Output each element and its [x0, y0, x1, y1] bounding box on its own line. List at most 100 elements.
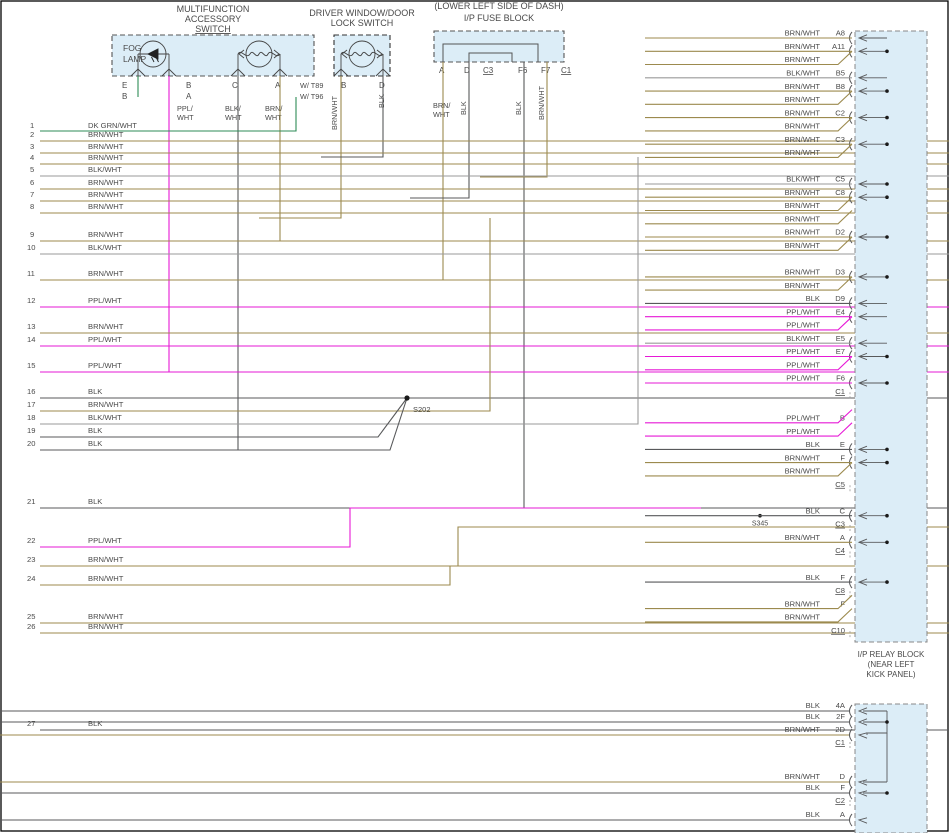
svg-text:BRN/WHT: BRN/WHT: [88, 574, 124, 583]
svg-text:D2: D2: [835, 228, 845, 237]
svg-text:(LOWER LEFT SIDE OF DASH): (LOWER LEFT SIDE OF DASH): [434, 1, 563, 11]
svg-text:B: B: [122, 92, 127, 101]
svg-text:1: 1: [30, 121, 34, 130]
svg-text:10: 10: [27, 243, 35, 252]
svg-text:BRN/WHT: BRN/WHT: [785, 42, 821, 51]
svg-text:B5: B5: [836, 69, 845, 78]
svg-text:FOG: FOG: [123, 43, 141, 53]
svg-text:PPL/WHT: PPL/WHT: [786, 360, 820, 369]
svg-text:PPL/WHT: PPL/WHT: [88, 335, 122, 344]
svg-text:E4: E4: [836, 307, 845, 316]
svg-text:E7: E7: [836, 347, 845, 356]
svg-text:13: 13: [27, 322, 35, 331]
svg-text:I/P FUSE BLOCK: I/P FUSE BLOCK: [464, 13, 534, 23]
svg-text:6: 6: [30, 178, 34, 187]
svg-text:BRN/WHT: BRN/WHT: [88, 190, 124, 199]
svg-text:BLK: BLK: [806, 701, 820, 710]
svg-text:25: 25: [27, 612, 35, 621]
svg-text:(NEAR LEFT: (NEAR LEFT: [868, 660, 915, 669]
svg-text:BRN/WHT: BRN/WHT: [88, 322, 124, 331]
svg-text:2D: 2D: [835, 725, 845, 734]
svg-text:A: A: [186, 92, 192, 101]
svg-text:BRN/: BRN/: [433, 101, 451, 110]
svg-text:D: D: [840, 772, 846, 781]
svg-text:LOCK SWITCH: LOCK SWITCH: [331, 18, 394, 28]
svg-text:S345: S345: [752, 521, 768, 528]
svg-text:BLK: BLK: [459, 101, 468, 115]
svg-text:21: 21: [27, 497, 35, 506]
svg-text:BLK/WHT: BLK/WHT: [786, 334, 820, 343]
svg-text:BLK: BLK: [806, 573, 820, 582]
svg-text:BRN/WHT: BRN/WHT: [88, 269, 124, 278]
svg-text:23: 23: [27, 555, 35, 564]
svg-text:F: F: [840, 573, 845, 582]
svg-text:BLK: BLK: [88, 497, 102, 506]
svg-text:F6: F6: [518, 66, 528, 75]
svg-text:BLK/WHT: BLK/WHT: [88, 413, 122, 422]
svg-text:PPL/WHT: PPL/WHT: [786, 307, 820, 316]
svg-text:D: D: [379, 81, 385, 90]
svg-text:BRN/WHT: BRN/WHT: [785, 599, 821, 608]
svg-text:WHT: WHT: [433, 110, 450, 119]
svg-text:BLK: BLK: [88, 387, 102, 396]
svg-text:C8: C8: [835, 586, 845, 595]
svg-text:C: C: [232, 81, 238, 90]
svg-text:22: 22: [27, 536, 35, 545]
svg-text:C2: C2: [835, 108, 845, 117]
svg-text:BRN/WHT: BRN/WHT: [785, 188, 821, 197]
svg-text:BRN/WHT: BRN/WHT: [785, 108, 821, 117]
svg-text:8: 8: [30, 202, 34, 211]
svg-text:BLK: BLK: [806, 810, 820, 819]
svg-text:3: 3: [30, 142, 34, 151]
svg-text:BRN/WHT: BRN/WHT: [785, 215, 821, 224]
svg-text:BLK: BLK: [806, 506, 820, 515]
svg-text:BLK: BLK: [514, 101, 523, 115]
svg-text:C1: C1: [561, 66, 572, 75]
svg-text:BRN/WHT: BRN/WHT: [785, 82, 821, 91]
svg-text:DRIVER WINDOW/DOOR: DRIVER WINDOW/DOOR: [309, 8, 415, 18]
svg-text:14: 14: [27, 335, 35, 344]
svg-text:W/ T89: W/ T89: [300, 81, 323, 90]
svg-text:B: B: [186, 81, 191, 90]
svg-text:BRN/WHT: BRN/WHT: [785, 148, 821, 157]
svg-text:E5: E5: [836, 334, 845, 343]
svg-text:S202: S202: [413, 405, 431, 414]
svg-text:C5: C5: [835, 480, 845, 489]
svg-text:C4: C4: [835, 546, 845, 555]
svg-text:F6: F6: [836, 374, 845, 383]
svg-text:12: 12: [27, 296, 35, 305]
svg-text:E: E: [840, 440, 845, 449]
svg-text:BRN/WHT: BRN/WHT: [785, 201, 821, 210]
svg-text:BLK/WHT: BLK/WHT: [88, 243, 122, 252]
svg-text:4A: 4A: [836, 701, 846, 710]
svg-text:PPL/WHT: PPL/WHT: [786, 374, 820, 383]
svg-text:PPL/WHT: PPL/WHT: [88, 536, 122, 545]
svg-text:BRN/WHT: BRN/WHT: [330, 95, 339, 130]
svg-text:19: 19: [27, 426, 35, 435]
svg-text:PPL/: PPL/: [177, 104, 194, 113]
svg-text:2: 2: [30, 130, 34, 139]
svg-text:7: 7: [30, 190, 34, 199]
svg-text:B8: B8: [836, 82, 845, 91]
svg-text:BRN/WHT: BRN/WHT: [785, 95, 821, 104]
svg-text:BRN/: BRN/: [265, 104, 283, 113]
svg-text:BLK/: BLK/: [225, 104, 242, 113]
svg-text:PPL/WHT: PPL/WHT: [88, 361, 122, 370]
svg-text:D9: D9: [835, 294, 845, 303]
svg-text:BRN/WHT: BRN/WHT: [537, 85, 546, 120]
svg-text:A: A: [840, 533, 846, 542]
svg-text:A: A: [840, 810, 846, 819]
svg-text:PPL/WHT: PPL/WHT: [786, 347, 820, 356]
svg-text:BRN/WHT: BRN/WHT: [785, 613, 821, 622]
svg-text:16: 16: [27, 387, 35, 396]
svg-text:PPL/WHT: PPL/WHT: [786, 414, 820, 423]
svg-text:BRN/WHT: BRN/WHT: [785, 453, 821, 462]
svg-text:C3: C3: [835, 520, 845, 529]
svg-text:E: E: [122, 81, 127, 90]
svg-text:BLK: BLK: [377, 94, 386, 108]
svg-text:BRN/WHT: BRN/WHT: [88, 555, 124, 564]
svg-text:C1: C1: [835, 738, 845, 747]
svg-text:5: 5: [30, 165, 34, 174]
svg-text:C2: C2: [835, 796, 845, 805]
svg-text:27: 27: [27, 719, 35, 728]
